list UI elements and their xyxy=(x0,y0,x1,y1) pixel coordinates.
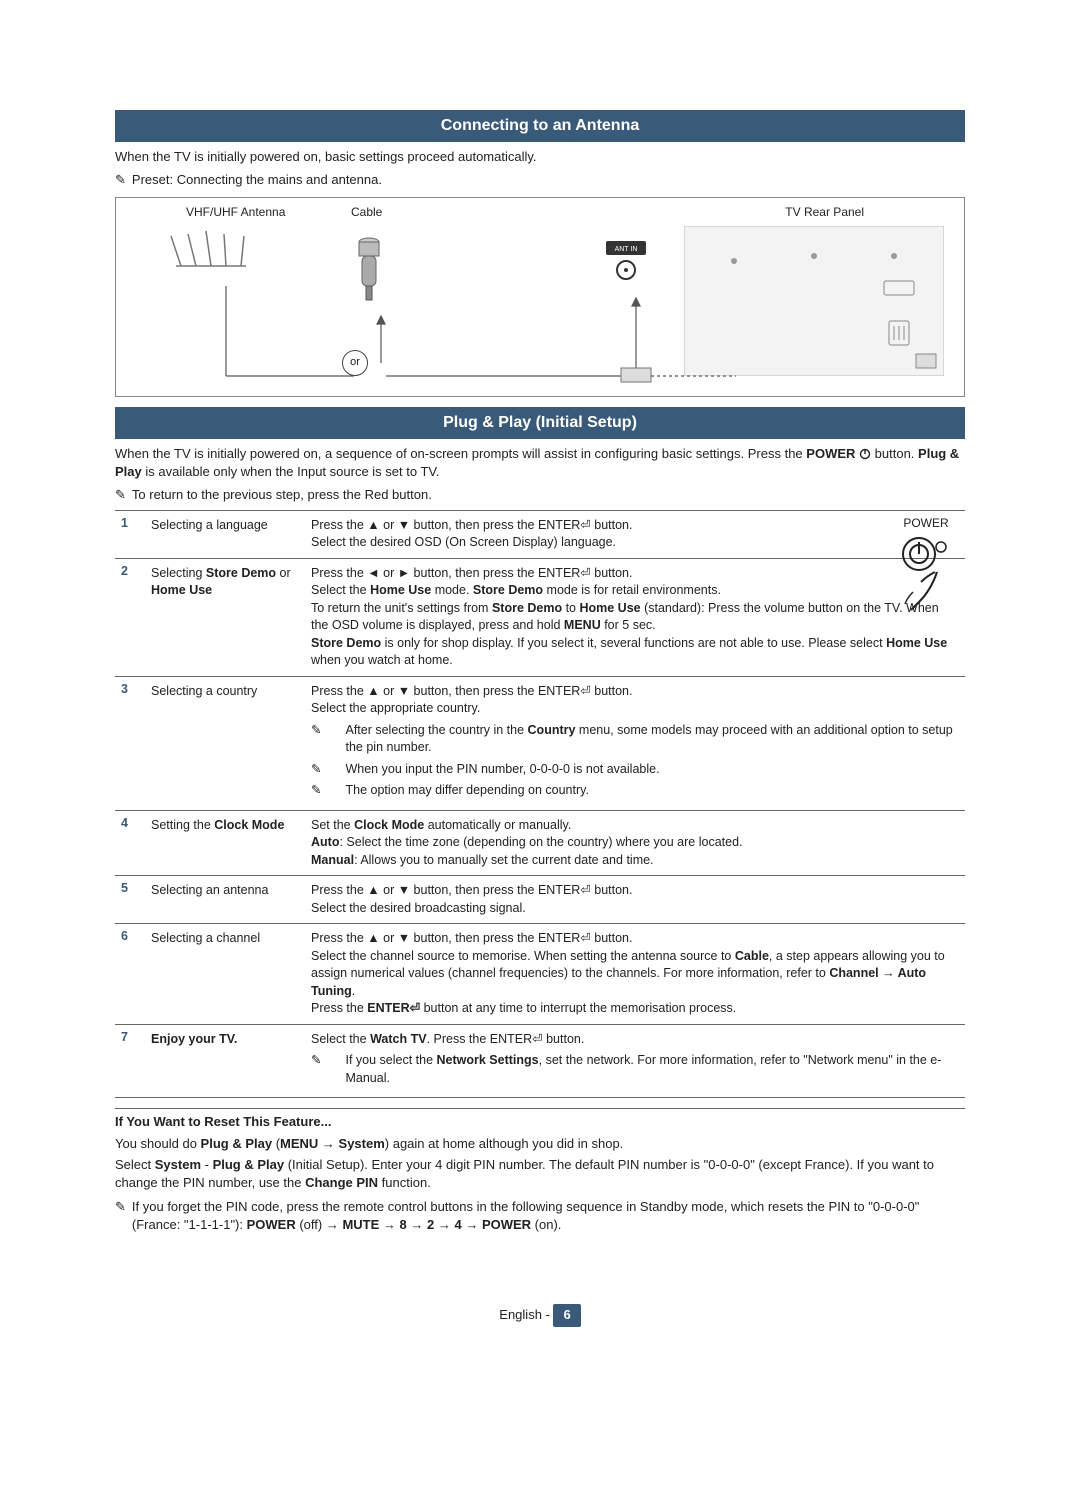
s5-l1: Select the desired broadcasting signal. xyxy=(311,900,959,918)
reset-note: ✎ If you forget the PIN code, press the … xyxy=(115,1198,965,1234)
s4-l1: Auto: Select the time zone (depending on… xyxy=(311,834,959,852)
note-icon: ✎ xyxy=(311,1052,321,1070)
s2-tb: Store Demo xyxy=(206,566,276,580)
s2-td: Home Use xyxy=(151,583,212,597)
s4-tb: Clock Mode xyxy=(214,818,284,832)
s3-n1-t: When you input the PIN number, 0-0-0-0 i… xyxy=(327,761,659,779)
vhf-antenna-icon xyxy=(166,226,256,276)
s1-l0: Press the ▲ or ▼ button, then press the … xyxy=(311,517,959,535)
s5-l0: Press the ▲ or ▼ button, then press the … xyxy=(311,882,959,900)
svg-text:ANT IN: ANT IN xyxy=(615,246,638,253)
label-vhf: VHF/UHF Antenna xyxy=(186,204,285,221)
antenna-preset-note: ✎ Preset: Connecting the mains and anten… xyxy=(115,171,965,189)
footer-page: 6 xyxy=(553,1304,580,1326)
reset-p1: You should do Plug & Play (MENU → System… xyxy=(115,1135,965,1153)
step-body-1: Press the ▲ or ▼ button, then press the … xyxy=(305,510,965,558)
note-icon: ✎ xyxy=(115,1198,126,1216)
note-icon: ✎ xyxy=(311,761,321,779)
step-body-6: Press the ▲ or ▼ button, then press the … xyxy=(305,924,965,1025)
step-body-4: Set the Clock Mode automatically or manu… xyxy=(305,810,965,876)
or-label: or xyxy=(342,350,368,376)
step-title-3: Selecting a country xyxy=(145,676,305,810)
step-num-2: 2 xyxy=(115,558,145,676)
s3-n1: ✎ When you input the PIN number, 0-0-0-0 … xyxy=(311,761,959,779)
s3-n2: ✎ The option may differ depending on coun… xyxy=(311,782,959,800)
s2-l3: Store Demo is only for shop display. If … xyxy=(311,635,959,670)
step-body-7: Select the Watch TV. Press the ENTER⏎ bu… xyxy=(305,1024,965,1098)
step-body-3: Press the ▲ or ▼ button, then press the … xyxy=(305,676,965,810)
pp-intro-c: is available only when the Input source … xyxy=(145,464,439,479)
s6-l2: Press the ENTER⏎ button at any time to i… xyxy=(311,1000,959,1018)
antenna-intro: When the TV is initially powered on, bas… xyxy=(115,148,965,166)
s7-n0: ✎ If you select the Network Settings, set… xyxy=(311,1052,959,1087)
s6-l1: Select the channel source to memorise. W… xyxy=(311,948,959,1001)
page-footer: English - 6 xyxy=(115,1304,965,1326)
step-num-4: 4 xyxy=(115,810,145,876)
s2-l0: Press the ◄ or ► button, then press the … xyxy=(311,565,959,583)
power-illus-label: POWER xyxy=(891,515,961,532)
pp-intro-a: When the TV is initially powered on, a s… xyxy=(115,446,806,461)
ant-in-socket-icon: ANT IN xyxy=(601,236,651,286)
reset-p2: Select System - Plug & Play (Initial Set… xyxy=(115,1156,965,1192)
reset-note-text: If you forget the PIN code, press the re… xyxy=(132,1198,965,1234)
step-num-6: 6 xyxy=(115,924,145,1025)
s2-l2: To return the unit's settings from Store… xyxy=(311,600,959,635)
label-cable: Cable xyxy=(351,204,382,221)
note-icon: ✎ xyxy=(115,171,126,189)
s4-l0: Set the Clock Mode automatically or manu… xyxy=(311,817,959,835)
s3-n0-t: After selecting the country in the Count… xyxy=(327,722,959,757)
s3-n0: ✎ After selecting the country in the Coun… xyxy=(311,722,959,757)
s7-n0-t: If you select the Network Settings, set … xyxy=(327,1052,959,1087)
step-num-3: 3 xyxy=(115,676,145,810)
pp-power-word: POWER xyxy=(806,446,855,461)
step-title-4: Setting the Clock Mode xyxy=(145,810,305,876)
return-note-text: To return to the previous step, press th… xyxy=(132,486,432,504)
steps-table: 1 Selecting a language Press the ▲ or ▼ … xyxy=(115,510,965,1099)
step-num-1: 1 xyxy=(115,510,145,558)
power-illustration: POWER xyxy=(891,515,961,617)
s4-ta: Setting the xyxy=(151,818,214,832)
power-icon xyxy=(859,448,871,460)
label-rear: TV Rear Panel xyxy=(785,204,864,221)
plugplay-intro: When the TV is initially powered on, a s… xyxy=(115,445,965,481)
step-title-1: Selecting a language xyxy=(145,510,305,558)
step-title-6: Selecting a channel xyxy=(145,924,305,1025)
pp-intro-b: button. xyxy=(875,446,918,461)
cable-connector-icon xyxy=(354,236,384,306)
section-antenna-title: Connecting to an Antenna xyxy=(115,110,965,142)
power-button-drawing xyxy=(891,532,961,612)
s2-l1: Select the Home Use mode. Store Demo mod… xyxy=(311,582,959,600)
step-title-2: Selecting Store Demo or Home Use xyxy=(145,558,305,676)
s2-tc: or xyxy=(276,566,291,580)
s2-ta: Selecting xyxy=(151,566,206,580)
s1-l1: Select the desired OSD (On Screen Displa… xyxy=(311,534,959,552)
s4-l2: Manual: Allows you to manually set the c… xyxy=(311,852,959,870)
note-icon: ✎ xyxy=(311,722,321,740)
note-icon: ✎ xyxy=(311,782,321,800)
step-num-7: 7 xyxy=(115,1024,145,1098)
step-body-2: Press the ◄ or ► button, then press the … xyxy=(305,558,965,676)
s3-l1: Select the appropriate country. xyxy=(311,700,959,718)
section-plugplay-title: Plug & Play (Initial Setup) xyxy=(115,407,965,439)
step-body-5: Press the ▲ or ▼ button, then press the … xyxy=(305,876,965,924)
reset-heading: If You Want to Reset This Feature... xyxy=(115,1108,965,1131)
rear-panel-icon xyxy=(684,226,944,376)
s6-l0: Press the ▲ or ▼ button, then press the … xyxy=(311,930,959,948)
s3-l0: Press the ▲ or ▼ button, then press the … xyxy=(311,683,959,701)
plugplay-return-note: ✎ To return to the previous step, press … xyxy=(115,486,965,504)
antenna-diagram: VHF/UHF Antenna Cable TV Rear Panel ANT … xyxy=(115,197,965,397)
s3-n2-t: The option may differ depending on count… xyxy=(327,782,588,800)
footer-lang: English - xyxy=(499,1307,553,1322)
note-icon: ✎ xyxy=(115,486,126,504)
s7-l0: Select the Watch TV. Press the ENTER⏎ bu… xyxy=(311,1031,959,1049)
step-title-7: Enjoy your TV. xyxy=(145,1024,305,1098)
step-num-5: 5 xyxy=(115,876,145,924)
step-title-5: Selecting an antenna xyxy=(145,876,305,924)
antenna-preset-text: Preset: Connecting the mains and antenna… xyxy=(132,171,382,189)
